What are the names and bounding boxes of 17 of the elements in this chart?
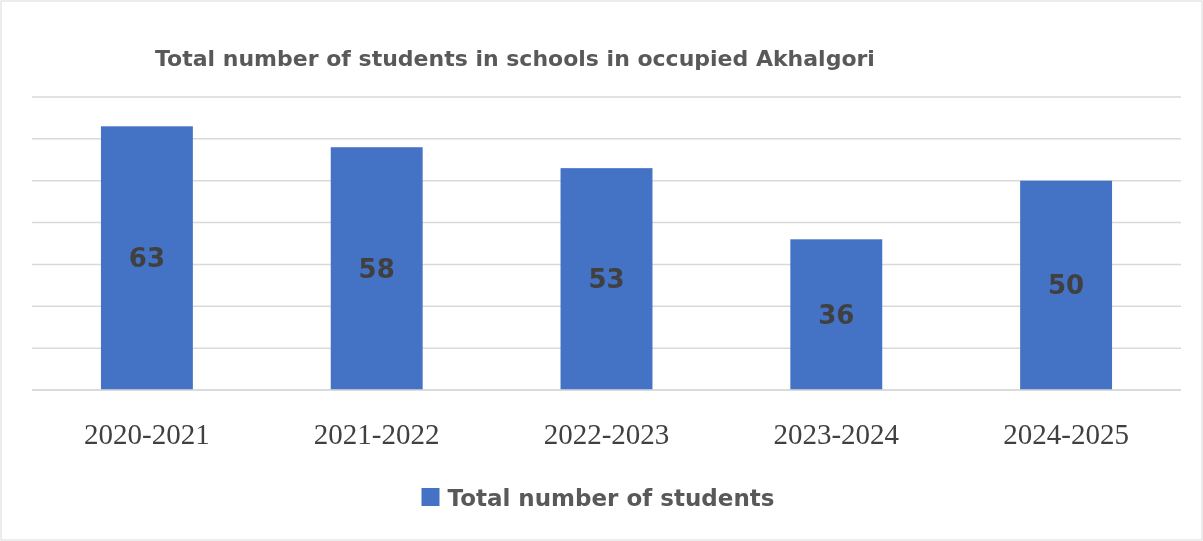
data-label: 53 [588,264,625,295]
bar [1020,180,1113,390]
bar [790,239,883,390]
x-tick-label: 2024-2025 [1003,418,1129,450]
bar [100,126,193,390]
x-tick-label: 2022-2023 [543,418,670,450]
data-label: 58 [358,253,395,284]
x-tick-label: 2020-2021 [84,418,210,450]
x-tick-label: 2021-2022 [313,418,440,450]
legend-label: Total number of students [447,485,775,511]
data-label: 50 [1048,270,1085,301]
bar [330,147,423,390]
data-label: 63 [128,243,165,274]
bar [560,168,653,390]
data-label: 36 [818,299,855,330]
x-tick-label: 2023-2024 [773,418,900,450]
chart-title: Total number of students in schools in occupied Akhalgori [155,46,875,71]
